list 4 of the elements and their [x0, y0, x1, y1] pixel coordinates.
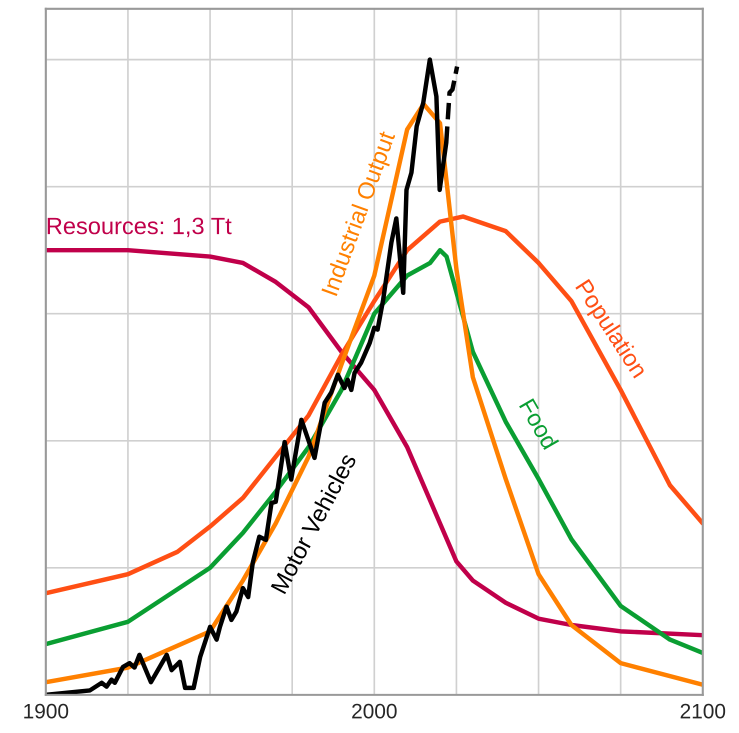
x-tick-label: 2100 [680, 704, 726, 719]
x-tick-label: 1900 [24, 704, 68, 719]
x-tick-label: 2000 [352, 704, 397, 719]
series-label: Resources: 1,3 Tt [48, 218, 232, 238]
